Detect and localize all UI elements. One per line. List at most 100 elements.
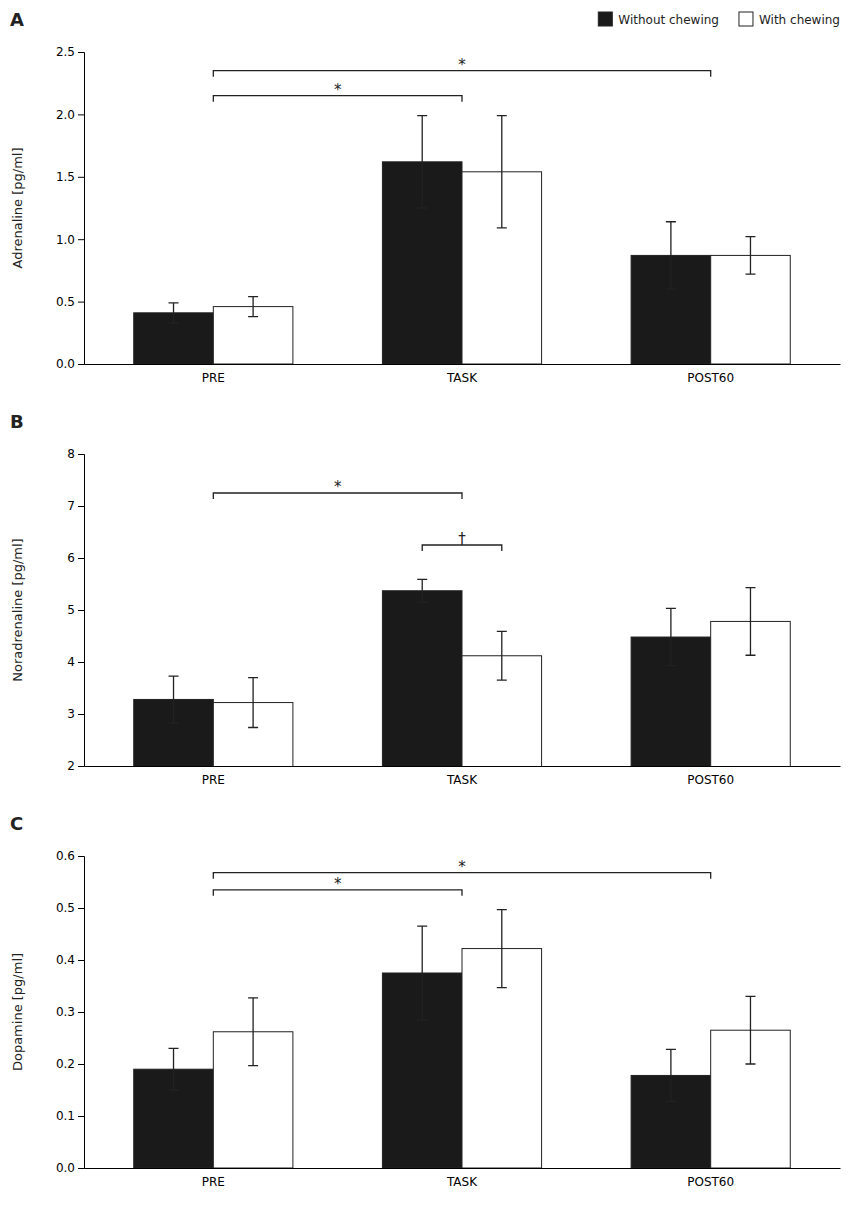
annotation: * <box>458 858 466 876</box>
error-bar <box>169 303 179 323</box>
x-tick-label: POST60 <box>687 371 734 385</box>
x-axis: PRE TASK POST60 <box>85 1169 841 1189</box>
annotation: * <box>458 56 466 74</box>
y-tick: 1.5 <box>56 170 84 184</box>
y-tick-mark <box>78 960 84 961</box>
y-tick-mark <box>78 1064 84 1065</box>
y-tick: 5 <box>67 603 84 617</box>
y-tick-mark <box>78 52 84 53</box>
x-tick: POST60 <box>687 371 734 385</box>
x-tick: PRE <box>202 1175 225 1189</box>
error-bar <box>497 116 507 228</box>
y-axis-label: Dopamine [pg/ml] <box>10 953 25 1071</box>
y-tick-label: 0.0 <box>56 1161 75 1175</box>
panel: 0.0 0.1 0.2 0.3 0.4 0.5 0.6 PRE TASK POST60 * * Dopa… <box>10 813 841 1189</box>
error-bar <box>497 910 507 988</box>
y-tick: 0.6 <box>56 849 84 863</box>
y-tick: 8 <box>67 447 84 461</box>
legend-item: Without chewing <box>598 12 719 27</box>
y-tick-mark <box>78 1116 84 1117</box>
y-tick-label: 0.6 <box>56 849 75 863</box>
annotation: * <box>334 81 342 99</box>
plot-area: 0.0 0.1 0.2 0.3 0.4 0.5 0.6 PRE TASK POST60 * * <box>56 849 841 1188</box>
error-bar <box>248 998 258 1066</box>
y-tick: 0.5 <box>56 901 84 915</box>
y-tick: 1.0 <box>56 233 84 247</box>
y-tick-mark <box>78 1012 84 1013</box>
y-tick-label: 4 <box>67 655 75 669</box>
y-tick-mark <box>78 558 84 559</box>
y-axis-line <box>78 455 85 767</box>
error-bar <box>497 631 507 680</box>
panel: 2 3 4 5 6 7 8 PRETASKPOST60 * † Noradrenaline [pg/… <box>10 411 841 870</box>
error-bar <box>248 678 258 728</box>
annotation: * <box>334 875 342 893</box>
y-axis-label: Adrenaline [pg/ml] <box>10 147 25 268</box>
error-bar <box>666 222 676 289</box>
y-tick-mark <box>78 662 84 663</box>
panel-label: B <box>10 411 24 432</box>
error-bar <box>417 116 427 208</box>
y-tick: 0.3 <box>56 1005 84 1019</box>
x-tick-label: PRE <box>202 371 225 385</box>
legend-label: Without chewing <box>618 13 719 27</box>
error-bar <box>248 297 258 317</box>
error-bar <box>666 1049 676 1101</box>
y-tick-label: 1.0 <box>56 233 75 247</box>
y-tick: 3 <box>67 707 84 721</box>
x-tick: PRE <box>202 371 225 385</box>
y-tick-label: 7 <box>67 499 75 513</box>
y-tick-mark <box>78 364 84 365</box>
y-tick-mark <box>78 302 84 303</box>
x-tick-label: POST60 <box>687 1175 734 1189</box>
y-axis: 2 3 4 5 6 7 8 <box>67 447 84 773</box>
marks <box>134 910 791 1168</box>
error-bar <box>169 1048 179 1090</box>
y-axis-label: Noradrenaline [pg/ml] <box>10 538 25 681</box>
y-tick-label: 6 <box>67 551 75 565</box>
y-tick-mark <box>78 114 84 115</box>
figure: 0.00.51.01.52.02.5PRETASKPOST60**Adrenal… <box>0 0 860 1206</box>
y-tick-mark <box>78 177 84 178</box>
y-tick: 0.4 <box>56 953 84 967</box>
x-tick: TASK <box>446 371 478 385</box>
y-tick-label: 3 <box>67 707 75 721</box>
error-bar <box>745 996 755 1064</box>
legend-label: With chewing <box>759 13 840 27</box>
legend: Without chewing With chewing <box>598 12 840 27</box>
series <box>213 588 790 766</box>
x-axis: PRETASKPOST60 <box>85 767 841 787</box>
y-tick-label: 0.4 <box>56 953 75 967</box>
error-bar <box>666 608 676 665</box>
annotation: * <box>334 478 342 496</box>
y-tick-mark <box>78 908 84 909</box>
x-tick: TASK <box>446 1175 478 1189</box>
y-tick: 2.5 <box>56 45 84 59</box>
bar <box>382 591 462 766</box>
series <box>134 116 711 364</box>
panel-label: A <box>10 9 24 30</box>
plot-area: 2 3 4 5 6 7 8 PRETASKPOST60 * † <box>67 447 840 870</box>
x-tick-label: TASK <box>446 1175 478 1189</box>
series <box>134 926 711 1168</box>
annotation: † <box>458 530 466 548</box>
y-tick: 6 <box>67 551 84 565</box>
y-tick-mark <box>78 610 84 611</box>
y-axis: 0.0 0.1 0.2 0.3 0.4 0.5 0.6 <box>56 849 85 1175</box>
x-tick-label: PRE <box>202 773 225 787</box>
y-tick-label: 5 <box>67 603 75 617</box>
x-tick: POST60 <box>687 1175 734 1189</box>
y-tick-label: 0.2 <box>56 1057 75 1071</box>
x-axis: PRE TASK POST60 <box>85 365 841 385</box>
error-bar <box>745 237 755 274</box>
y-tick-label: 8 <box>67 447 75 461</box>
error-bar <box>417 579 427 602</box>
y-tick-mark <box>78 506 84 507</box>
error-bar <box>169 676 179 723</box>
y-tick-mark <box>78 856 84 857</box>
y-tick: 2 <box>67 759 84 773</box>
y-tick-label: 0.3 <box>56 1005 75 1019</box>
series <box>213 116 790 364</box>
y-axis-line <box>78 53 85 365</box>
y-tick-label: 0.1 <box>56 1109 75 1123</box>
